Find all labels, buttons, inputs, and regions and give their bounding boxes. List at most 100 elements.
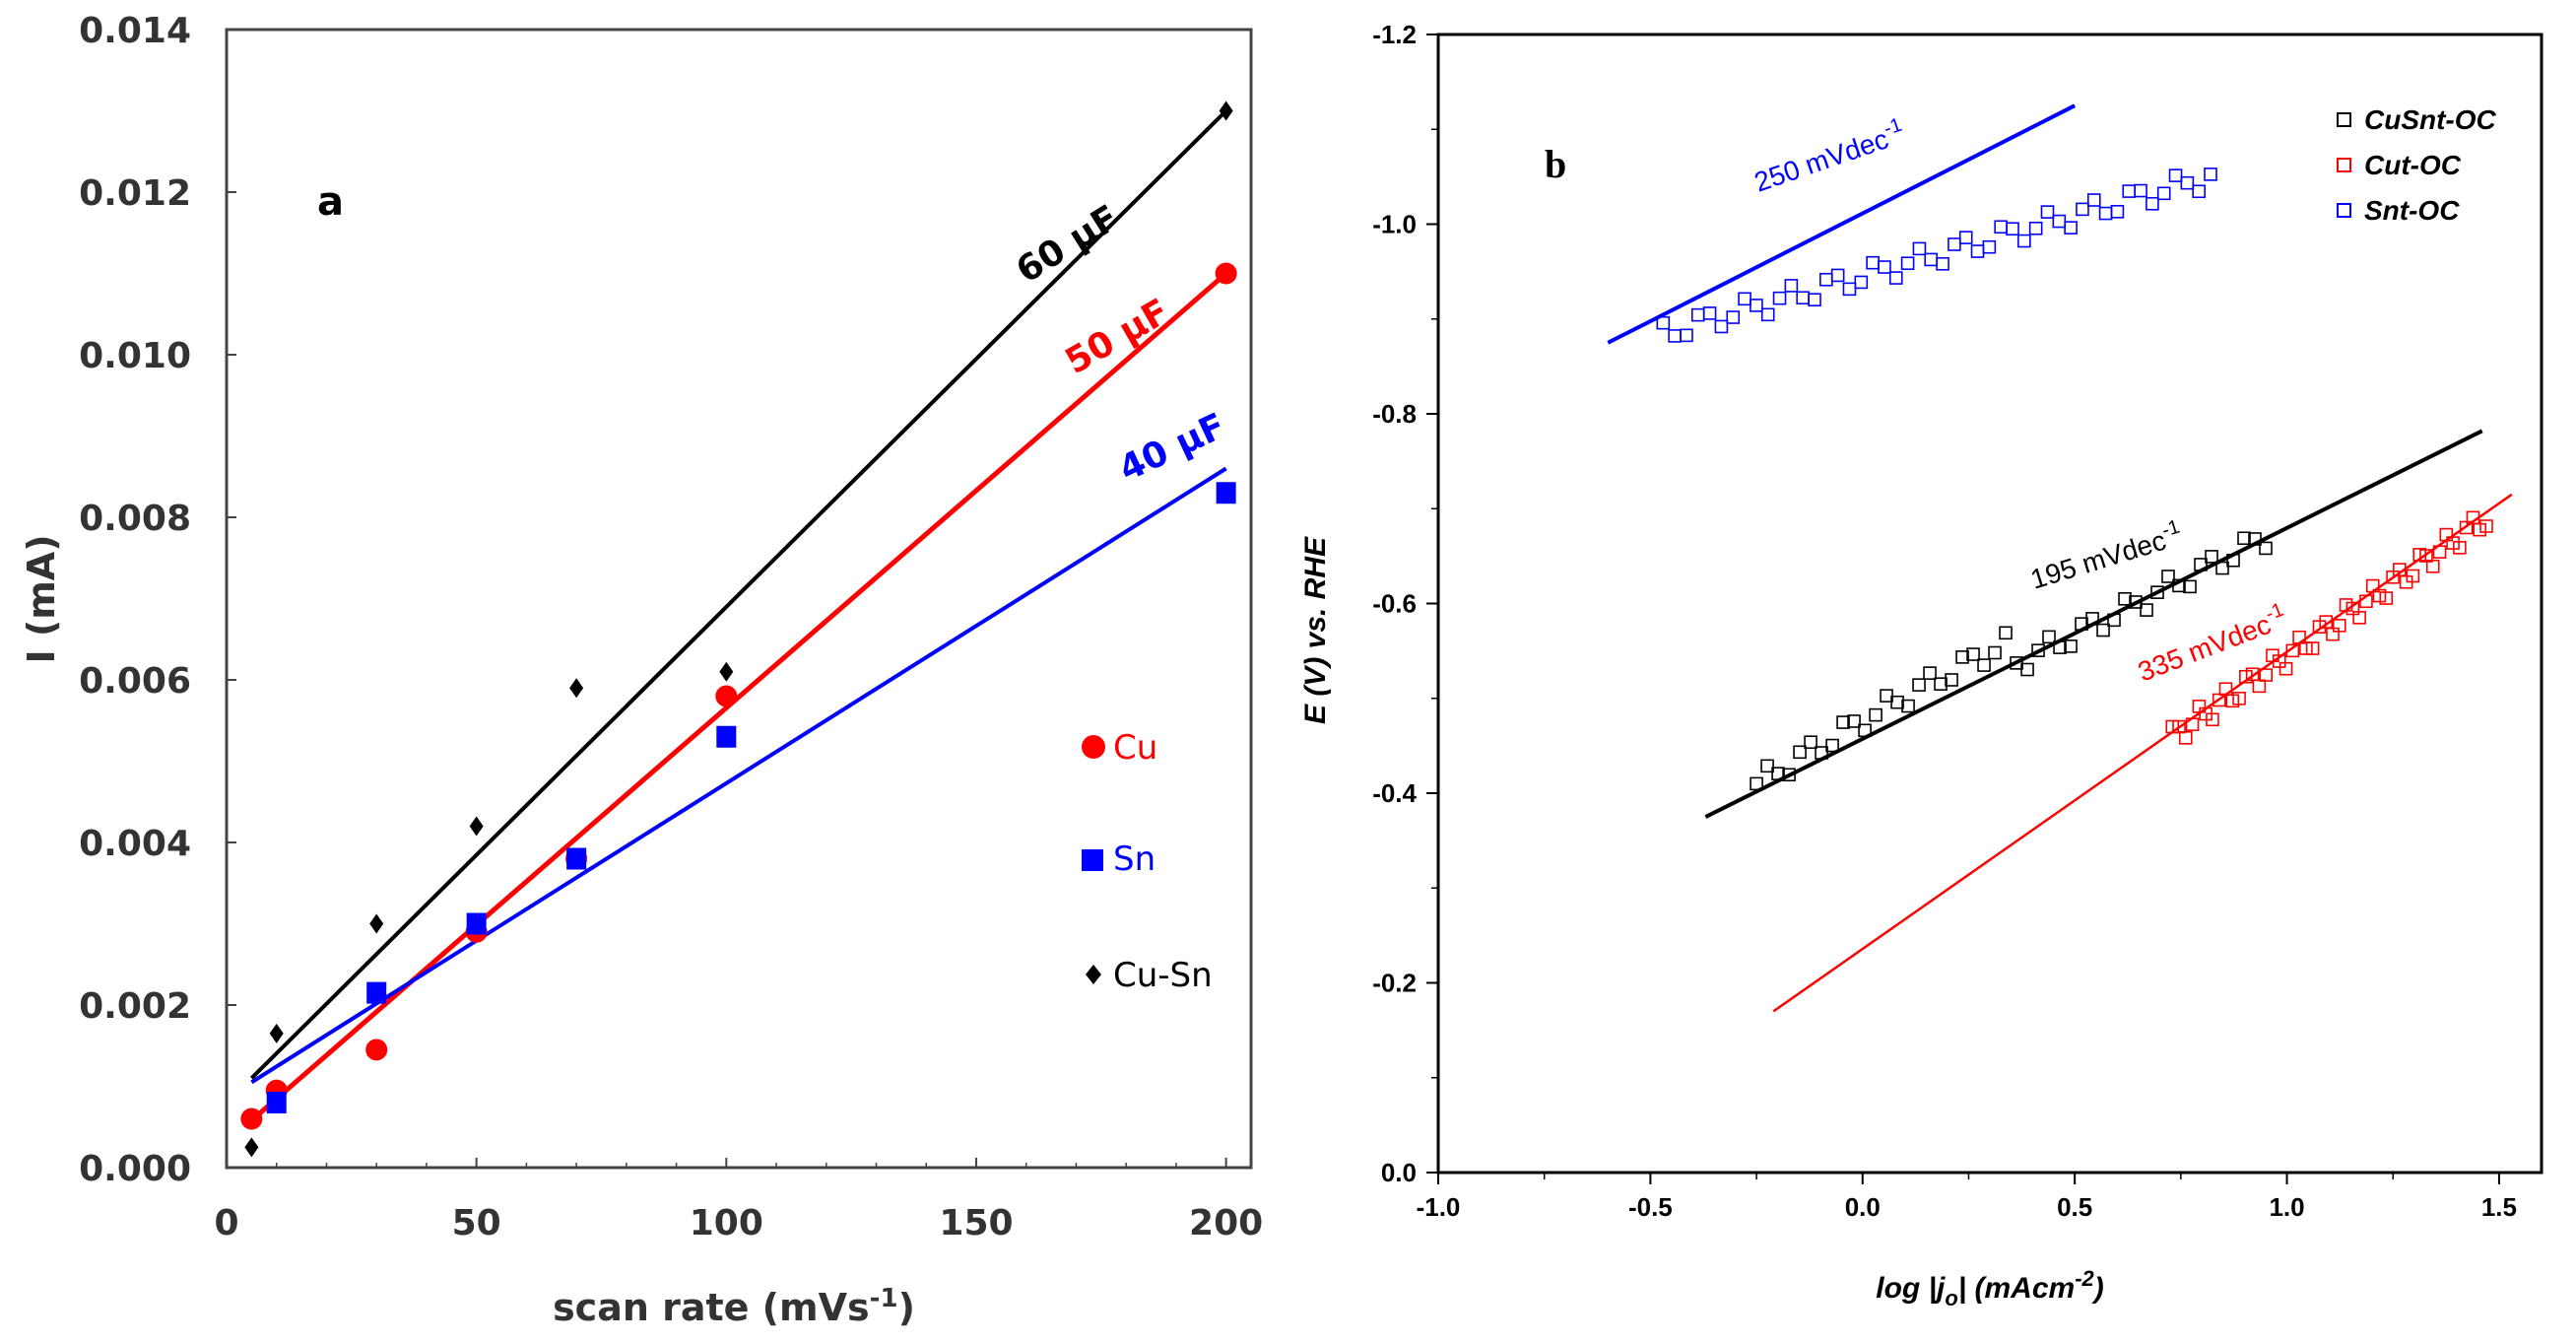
b-tick-marks — [1426, 34, 2500, 1184]
a-legend-label-cu-sn: Cu-Sn — [1113, 956, 1213, 995]
b-point-cusnt-oc — [1760, 759, 1774, 773]
b-point-snt-oc — [2192, 184, 2206, 199]
b-point-snt-oc — [1854, 275, 1869, 290]
b-point-cusnt-oc — [2140, 603, 2153, 617]
b-point-cut-oc — [2305, 641, 2320, 655]
a-legend-marker-cu — [1082, 735, 1105, 759]
b-point-snt-oc — [2064, 221, 2078, 235]
b-point-cut-oc — [2332, 619, 2346, 633]
b-point-cusnt-oc — [2085, 612, 2099, 626]
b-point-cusnt-oc — [2053, 640, 2067, 654]
b-point-cusnt-oc — [1988, 645, 2002, 660]
b-point-snt-oc — [1760, 307, 1775, 322]
b-point-cusnt-oc — [1804, 735, 1817, 750]
b-point-cusnt-oc — [1912, 678, 1926, 692]
b-point-snt-oc — [1878, 260, 1891, 274]
b-point-cusnt-oc — [1750, 776, 1763, 791]
b-point-cusnt-oc — [2042, 630, 2056, 644]
b-x-tick-label: -1.0 — [1417, 1192, 1461, 1222]
a-point-cu — [715, 685, 738, 707]
a-y-tick-label: 0.004 — [79, 824, 191, 864]
b-point-cusnt-oc — [1836, 715, 1850, 729]
b-point-cusnt-oc — [1858, 723, 1872, 738]
b-point-cut-oc — [2453, 541, 2467, 555]
b-point-cusnt-oc — [2172, 578, 2186, 593]
b-point-snt-oc — [2180, 175, 2195, 190]
b-point-cusnt-oc — [2020, 662, 2034, 677]
a-x-tick-label: 150 — [939, 1203, 1013, 1243]
b-point-cusnt-oc — [2259, 541, 2273, 556]
a-point-sn — [566, 847, 587, 870]
b-y-tick-label: -0.4 — [1372, 778, 1417, 808]
b-point-snt-oc — [2028, 221, 2043, 235]
b-point-snt-oc — [2156, 186, 2171, 201]
b-point-cusnt-oc — [1782, 768, 1796, 782]
a-point-cu-sn — [269, 1023, 284, 1043]
b-point-snt-oc — [1866, 255, 1880, 270]
b-legend-label-cusnt: CuSnt-OC — [2364, 104, 2497, 135]
b-fit-label-cut: 335 mVdec-1 — [2133, 599, 2291, 688]
b-point-snt-oc — [2076, 202, 2089, 217]
b-fit-line-cut-oc — [1772, 493, 2513, 1013]
a-point-cu-sn — [569, 678, 584, 699]
b-point-cut-oc — [2259, 668, 2273, 682]
a-x-tick-label: 200 — [1189, 1203, 1263, 1243]
b-x-tick-label: 1.5 — [2481, 1192, 2517, 1222]
a-plot-frame — [225, 28, 1253, 1170]
b-point-cusnt-oc — [2031, 643, 2045, 657]
a-data-points — [240, 101, 1237, 1158]
b-point-snt-oc — [2052, 214, 2067, 229]
a-y-tick-label: 0.010 — [79, 336, 191, 376]
b-point-cusnt-oc — [1945, 673, 1958, 687]
a-tick-marks — [226, 29, 1227, 1169]
b-point-snt-oc — [1796, 291, 1810, 305]
b-point-snt-oc — [1656, 315, 1671, 330]
b-point-snt-oc — [2017, 234, 2031, 248]
b-x-axis-title: log |jo| (mAcm-2) — [1876, 1266, 2104, 1310]
a-point-sn — [716, 725, 737, 748]
b-point-snt-oc — [2098, 206, 2113, 221]
b-point-snt-oc — [1726, 310, 1741, 324]
b-point-snt-oc — [2134, 183, 2147, 198]
b-point-cut-oc — [2285, 643, 2300, 658]
b-point-cusnt-oc — [1977, 658, 1991, 672]
b-point-cut-oc — [2206, 712, 2219, 727]
b-point-cut-oc — [2178, 731, 2193, 745]
b-fit-label-snt: 250 mVdec-1 — [1750, 114, 1909, 198]
b-y-tick-label: -1.0 — [1372, 210, 1417, 239]
b-point-cusnt-oc — [1999, 626, 2013, 640]
b-point-cut-oc — [2232, 692, 2246, 705]
b-point-snt-oc — [1948, 237, 1961, 251]
b-point-cut-oc — [2406, 569, 2420, 583]
a-y-axis-title: I (mA) — [20, 534, 63, 663]
b-point-snt-oc — [2086, 193, 2101, 207]
b-point-cusnt-oc — [2215, 561, 2229, 575]
b-point-snt-oc — [1750, 299, 1763, 312]
a-y-tick-label: 0.014 — [79, 11, 191, 51]
b-point-cusnt-oc — [2183, 579, 2197, 594]
a-point-sn — [1216, 482, 1236, 504]
b-point-snt-oc — [1680, 328, 1693, 343]
b-point-cut-oc — [2252, 679, 2267, 694]
b-point-snt-oc — [2040, 205, 2055, 219]
b-point-snt-oc — [1958, 231, 1973, 244]
b-point-cusnt-oc — [2107, 613, 2121, 628]
b-point-cusnt-oc — [1815, 746, 1828, 760]
b-legend-marker-cut — [2337, 158, 2351, 172]
b-point-snt-oc — [1690, 307, 1705, 322]
b-data-points — [1656, 168, 2493, 791]
b-point-cusnt-oc — [2248, 532, 2262, 546]
b-point-snt-oc — [2110, 205, 2125, 219]
b-point-cut-oc — [2479, 519, 2493, 533]
a-y-tick-label: 0.012 — [79, 173, 191, 214]
b-y-tick-label: 0.0 — [1381, 1158, 1417, 1187]
b-point-snt-oc — [1982, 239, 1997, 254]
b-x-tick-label: -0.5 — [1628, 1192, 1673, 1222]
b-point-cusnt-oc — [2237, 531, 2251, 546]
a-legend-label-cu: Cu — [1113, 728, 1157, 768]
b-point-cusnt-oc — [2118, 591, 2132, 606]
b-point-snt-oc — [1970, 244, 1985, 258]
b-point-cusnt-oc — [1847, 714, 1861, 728]
a-fit-line-cu — [249, 271, 1228, 1123]
